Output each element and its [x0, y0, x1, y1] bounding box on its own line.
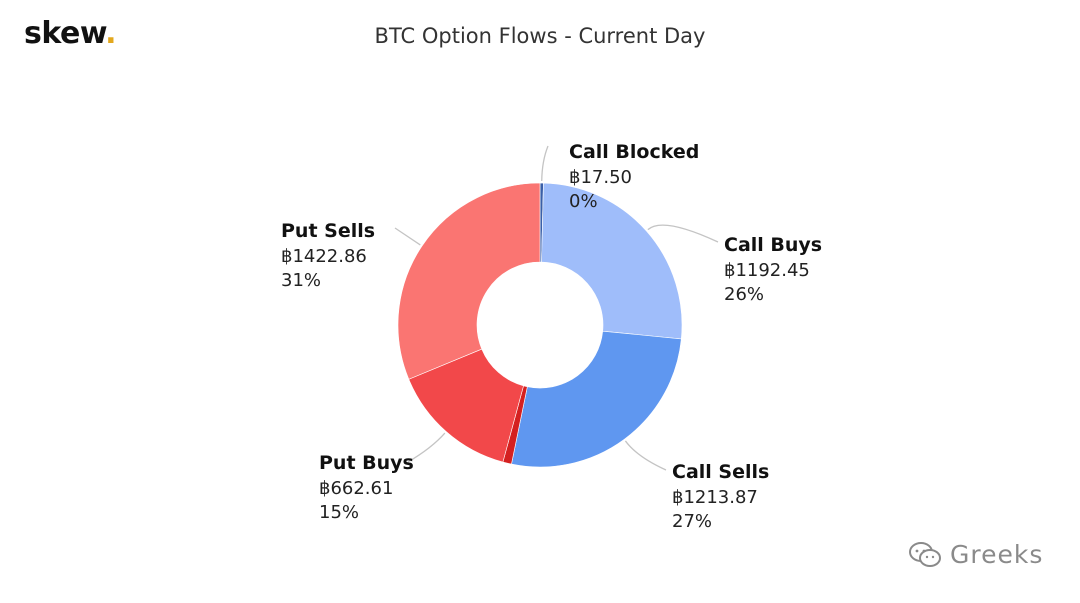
leader-line-call-sells: [624, 440, 667, 471]
leader-line-put-buys: [407, 432, 446, 463]
label-percent-call-blocked: 0%: [569, 191, 598, 212]
leader-line-call-buys: [647, 224, 719, 243]
label-name-call-buys: Call Buys: [724, 234, 822, 256]
label-value-put-buys: ฿662.61: [319, 478, 393, 499]
label-percent-put-sells: 31%: [281, 270, 321, 291]
label-name-call-blocked: Call Blocked: [569, 141, 699, 163]
label-percent-call-sells: 27%: [672, 511, 712, 532]
slices-group: [397, 182, 683, 468]
slice-call-sells[interactable]: [511, 330, 682, 468]
logo-text: skew: [24, 16, 106, 51]
labels-group: Call Blocked ฿17.50 0% Call Buys ฿1192.45 26%…: [281, 141, 822, 532]
label-name-put-sells: Put Sells: [281, 220, 375, 242]
label-percent-call-buys: 26%: [724, 284, 764, 305]
watermark: Greeks: [908, 540, 1043, 569]
slice-put-buys[interactable]: [408, 348, 524, 463]
label-value-call-sells: ฿1213.87: [672, 487, 758, 508]
leader-line-put-sells: [394, 227, 421, 246]
slice-put-sells[interactable]: [397, 182, 541, 380]
wechat-icon: [909, 541, 941, 567]
watermark-text: Greeks: [950, 540, 1044, 569]
logo-dot: .: [105, 16, 117, 51]
label-value-put-sells: ฿1422.86: [281, 246, 367, 267]
leader-line-call-blocked: [541, 145, 549, 182]
skew-logo: skew.: [24, 16, 117, 51]
label-name-put-buys: Put Buys: [319, 452, 414, 474]
leaders-group: [394, 145, 719, 471]
slice-call-buys[interactable]: [541, 182, 683, 340]
label-value-call-buys: ฿1192.45: [724, 260, 810, 281]
chart-title: BTC Option Flows - Current Day: [374, 24, 706, 48]
label-value-call-blocked: ฿17.50: [569, 167, 632, 188]
label-name-call-sells: Call Sells: [672, 461, 769, 483]
label-percent-put-buys: 15%: [319, 502, 359, 523]
